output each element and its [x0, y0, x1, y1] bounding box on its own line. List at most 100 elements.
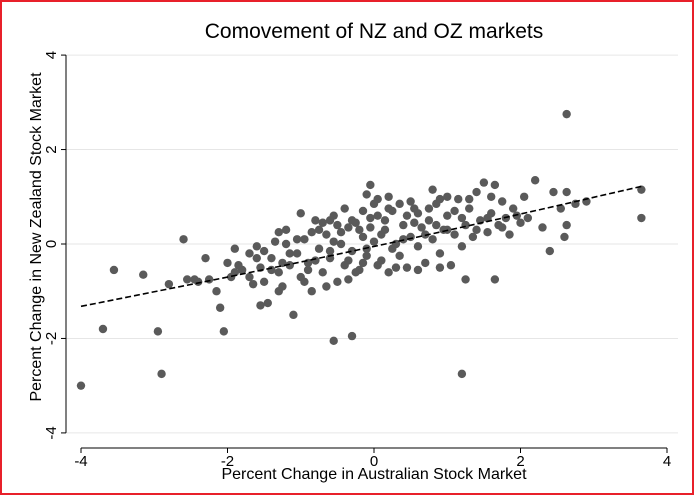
data-point	[252, 253, 261, 263]
data-point	[362, 251, 371, 261]
data-point	[329, 237, 338, 246]
data-point	[435, 194, 445, 204]
data-point	[465, 194, 474, 204]
data-point	[219, 327, 229, 336]
data-point	[245, 272, 254, 282]
data-point	[523, 213, 533, 223]
data-point	[457, 213, 467, 223]
data-point	[402, 211, 412, 220]
data-point	[490, 275, 500, 284]
data-point	[450, 230, 459, 239]
data-point	[538, 223, 547, 232]
data-point	[318, 268, 327, 277]
data-point	[259, 246, 269, 256]
data-point	[179, 235, 188, 244]
data-point	[164, 279, 174, 289]
chart-title: Comovement of NZ and OZ markets	[205, 20, 543, 43]
data-point	[307, 287, 316, 296]
data-point	[215, 303, 225, 312]
data-point	[461, 275, 470, 284]
data-point	[311, 216, 320, 225]
data-points	[76, 109, 646, 390]
data-point	[76, 381, 86, 390]
y-tick-label: -2	[43, 332, 60, 345]
data-point	[432, 220, 441, 230]
data-point	[358, 232, 368, 242]
data-point	[366, 213, 375, 223]
data-point	[384, 192, 393, 201]
data-point	[562, 187, 571, 197]
data-point	[366, 180, 375, 190]
data-point	[395, 199, 404, 209]
data-point	[556, 204, 565, 213]
data-point	[296, 209, 305, 218]
data-point	[443, 192, 452, 201]
data-point	[322, 282, 331, 291]
data-point	[413, 209, 423, 218]
x-tick-label: 0	[370, 453, 378, 470]
data-point	[263, 298, 272, 308]
data-point	[259, 277, 269, 286]
tick-marks: -4 -2 0 2 4 -4 -2 0 2 4	[43, 51, 671, 470]
y-tick-label: 4	[43, 51, 60, 59]
x-tick-label: -2	[221, 453, 234, 470]
data-point	[314, 244, 324, 253]
y-tick-label: 0	[43, 240, 60, 248]
data-point	[373, 261, 382, 270]
data-point	[347, 246, 357, 256]
data-point	[322, 230, 331, 239]
data-point	[472, 187, 481, 197]
data-point	[274, 287, 283, 296]
data-point	[435, 249, 445, 258]
data-point	[421, 258, 430, 268]
x-tick-label: -4	[74, 453, 87, 470]
data-point	[292, 235, 302, 244]
data-point	[377, 230, 386, 239]
data-point	[358, 206, 368, 216]
data-point	[340, 204, 349, 213]
data-point	[355, 225, 364, 235]
data-point	[230, 244, 240, 253]
data-point	[410, 218, 419, 227]
data-point	[270, 237, 280, 246]
data-point	[248, 279, 258, 289]
data-point	[153, 327, 163, 336]
data-point	[245, 249, 254, 258]
data-point	[139, 270, 148, 279]
data-point	[325, 246, 335, 256]
data-point	[285, 261, 294, 270]
data-point	[380, 216, 390, 225]
data-point	[98, 324, 108, 334]
data-point	[230, 268, 240, 277]
data-point	[223, 258, 232, 268]
data-point	[516, 218, 525, 227]
y-tick-label: 2	[43, 145, 60, 153]
data-point	[285, 249, 294, 258]
data-point	[402, 263, 412, 272]
data-point	[333, 277, 342, 286]
y-axis-label: Percent Change in New Zealand Stock Mark…	[28, 72, 45, 402]
data-point	[443, 211, 452, 220]
data-point	[424, 204, 434, 213]
data-point	[336, 239, 346, 249]
data-point	[201, 253, 210, 263]
data-point	[318, 218, 327, 227]
data-point	[344, 256, 353, 265]
x-tick-label: 2	[516, 453, 524, 470]
data-point	[461, 220, 470, 230]
data-point	[508, 204, 518, 213]
data-point	[487, 192, 496, 201]
data-point	[256, 301, 265, 310]
data-point	[212, 287, 221, 296]
data-point	[384, 204, 393, 213]
data-point	[329, 336, 338, 346]
data-point	[406, 197, 415, 206]
data-point	[358, 258, 368, 268]
data-point	[468, 232, 478, 242]
data-point	[267, 265, 276, 275]
data-point	[311, 256, 320, 265]
data-point	[384, 268, 393, 277]
data-point	[204, 275, 214, 284]
data-point	[373, 211, 382, 220]
